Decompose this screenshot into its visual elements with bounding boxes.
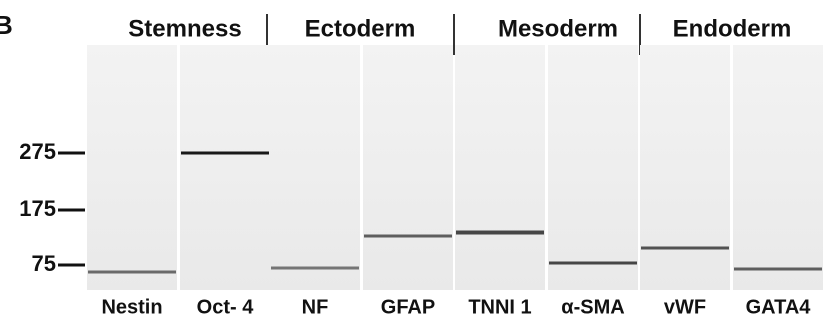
band [271, 267, 359, 270]
lane-label: vWF [664, 296, 706, 318]
ladder-label: 75 [32, 251, 56, 276]
lane [455, 45, 545, 290]
panel-label: B [0, 10, 13, 40]
lane-label: TNNI 1 [468, 296, 531, 318]
group-label: Endoderm [673, 15, 792, 42]
lane-label: GFAP [381, 296, 435, 318]
lane-label: GATA4 [746, 296, 812, 318]
band [456, 231, 544, 235]
lane [363, 45, 453, 290]
lane [87, 45, 177, 290]
lane-label: Oct- 4 [197, 296, 255, 318]
lane-label: NF [302, 296, 329, 318]
lane-label: Nestin [101, 296, 162, 318]
band [88, 271, 176, 274]
band [364, 235, 452, 238]
group-label: Ectoderm [305, 15, 416, 42]
ladder-label: 175 [19, 196, 56, 221]
lane-label: α-SMA [561, 296, 624, 318]
band [734, 268, 822, 271]
group-label: Stemness [128, 15, 241, 42]
lane [733, 45, 823, 290]
group-label: Mesoderm [498, 15, 618, 42]
lane [180, 45, 270, 290]
lane [548, 45, 638, 290]
lane [640, 45, 730, 290]
ladder-label: 275 [19, 139, 56, 164]
band [641, 247, 729, 250]
band [549, 262, 637, 265]
lane [270, 45, 360, 290]
band [181, 152, 269, 155]
gel-figure: B Stemness Ectoderm Mesoderm Endoderm Nesti… [0, 0, 826, 329]
